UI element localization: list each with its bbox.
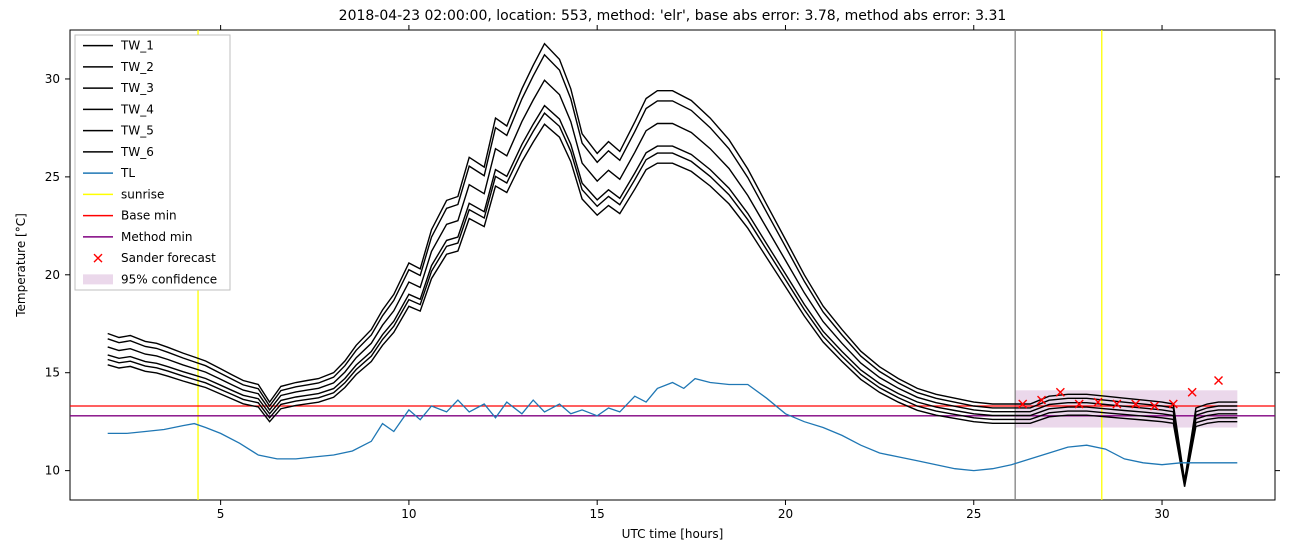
svg-text:10: 10: [401, 507, 416, 521]
svg-text:10: 10: [45, 464, 60, 478]
svg-text:20: 20: [778, 507, 793, 521]
legend-label-7: sunrise: [121, 187, 164, 201]
legend: TW_1 TW_2 TW_3 TW_4 TW_5 TW_6 TL sunrise Base mi…: [75, 35, 230, 290]
svg-text:25: 25: [966, 507, 981, 521]
legend-label-11: 95% confidence: [121, 272, 217, 286]
legend-label-2: TW_3: [120, 81, 154, 95]
legend-label-6: TL: [120, 166, 135, 180]
x-axis-title: UTC time [hours]: [622, 527, 724, 541]
chart-title: 2018-04-23 02:00:00, location: 553, meth…: [339, 8, 1007, 24]
legend-label-5: TW_6: [120, 145, 154, 159]
chart-wrapper: 5 10 15 20 25 30 10 15 20 25 30 UTC time [hours] Tem…: [0, 0, 1310, 547]
y-axis-title: Temperature [°C]: [14, 213, 28, 318]
legend-label-0: TW_1: [120, 39, 154, 53]
svg-text:15: 15: [45, 366, 60, 380]
svg-text:30: 30: [45, 72, 60, 86]
chart-svg: 5 10 15 20 25 30 10 15 20 25 30 UTC time [hours] Tem…: [0, 0, 1310, 547]
svg-text:15: 15: [590, 507, 605, 521]
legend-label-4: TW_5: [120, 124, 154, 138]
legend-label-8: Base min: [121, 209, 177, 223]
svg-text:25: 25: [45, 170, 60, 184]
svg-text:5: 5: [217, 507, 225, 521]
svg-text:20: 20: [45, 268, 60, 282]
legend-label-3: TW_4: [120, 102, 154, 116]
legend-label-9: Method min: [121, 230, 192, 244]
legend-label-10: Sander forecast: [121, 251, 216, 265]
svg-text:30: 30: [1154, 507, 1169, 521]
legend-label-1: TW_2: [120, 60, 154, 74]
